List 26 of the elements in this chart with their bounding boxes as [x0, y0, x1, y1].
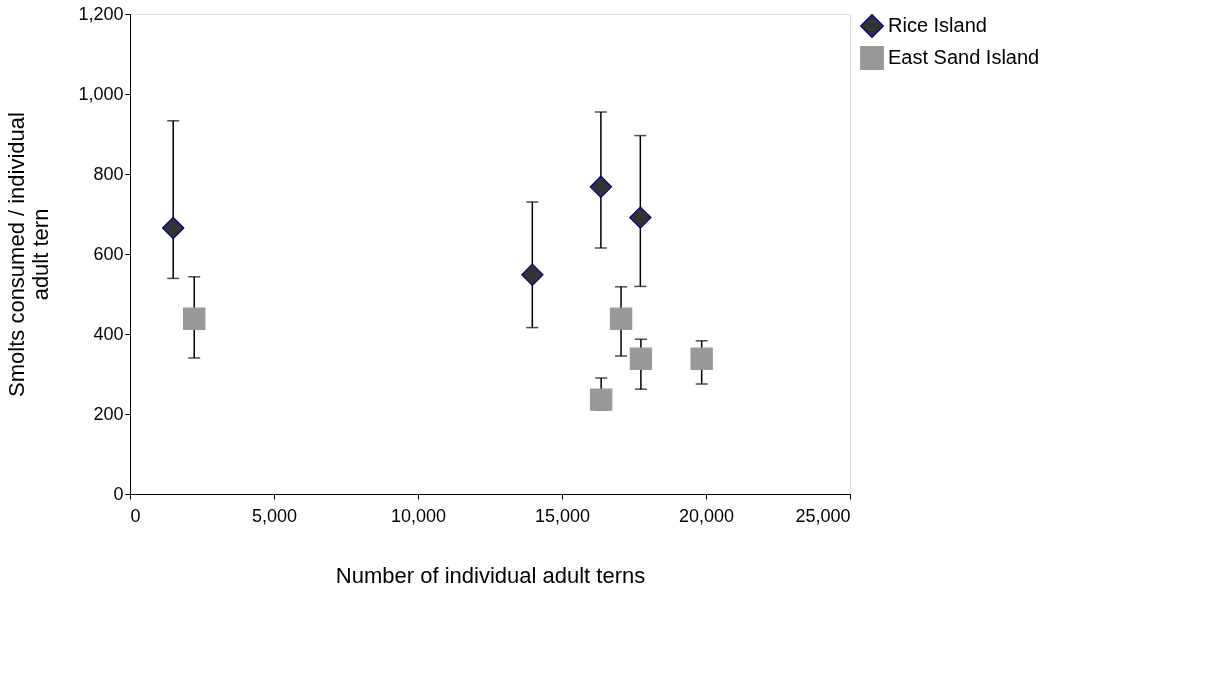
y-tick-label: 1,200 — [78, 3, 124, 24]
point — [629, 347, 653, 371]
y-tick-label: 800 — [93, 163, 124, 184]
y-tick-label: 400 — [93, 323, 124, 344]
point — [609, 307, 633, 331]
y-axis-title: Smolts consumed / individual adult tern — [4, 112, 54, 397]
x-axis-title: Number of individual adult terns — [335, 562, 646, 588]
point — [161, 216, 185, 240]
y-tick-label: 200 — [93, 403, 124, 424]
point — [521, 263, 544, 287]
x-tick-label: 20,000 — [678, 505, 735, 526]
y-tick-label: 0 — [113, 483, 124, 504]
point — [589, 175, 613, 199]
x-tick-label: 0 — [130, 505, 141, 526]
point — [183, 307, 206, 331]
x-tick-label: 25,000 — [795, 505, 851, 526]
y-tick-label: 1,000 — [78, 83, 124, 104]
x-tick-label: 5,000 — [251, 505, 298, 526]
legend-label: Rice Island — [888, 14, 987, 36]
point — [589, 388, 613, 411]
point — [629, 206, 652, 229]
legend-label: East Sand Island — [888, 46, 1040, 68]
y-tick-label: 600 — [93, 243, 124, 264]
x-tick-label: 10,000 — [390, 505, 447, 526]
point — [690, 347, 713, 371]
x-tick-label: 15,000 — [534, 505, 591, 526]
